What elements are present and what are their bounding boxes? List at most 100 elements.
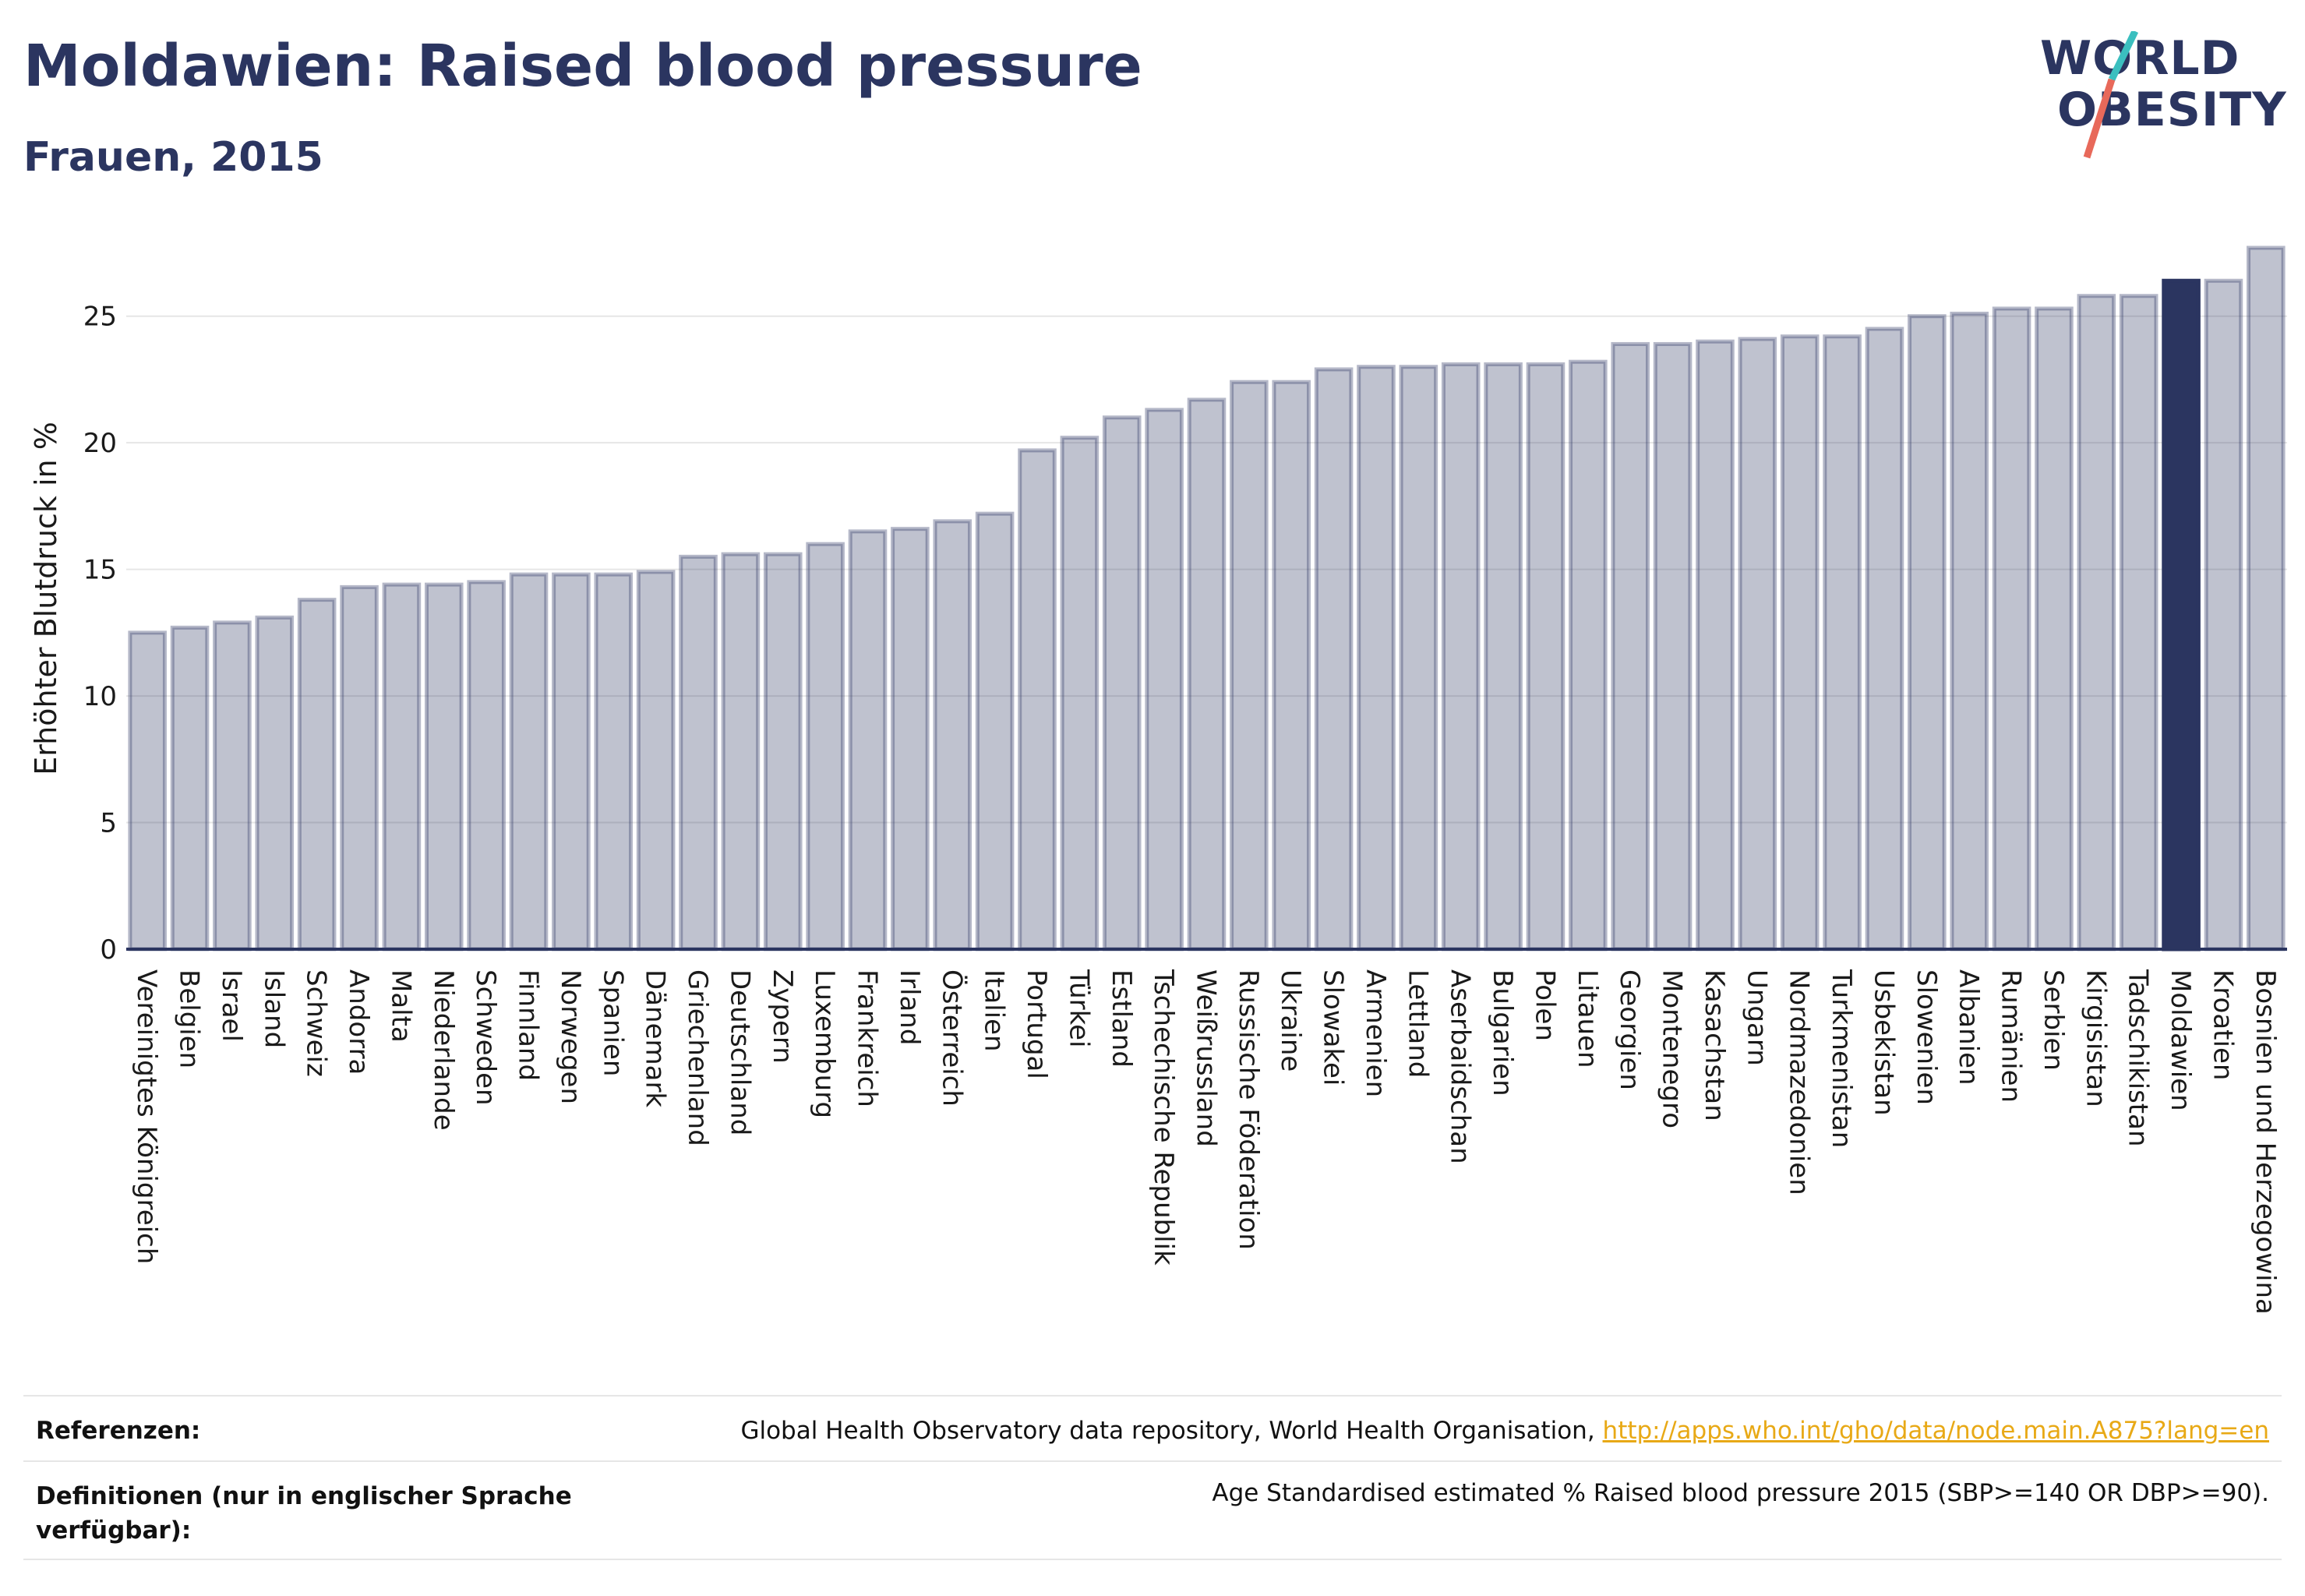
x-tick-label: Rumänien <box>1996 969 2027 1103</box>
x-tick-label: Finnland <box>513 969 544 1081</box>
y-tick-label: 5 <box>100 808 117 839</box>
x-tick-label: Italien <box>979 969 1010 1052</box>
bar <box>1992 306 2031 952</box>
bar <box>1018 448 1057 952</box>
x-tick-label: Schweiz <box>301 969 332 1077</box>
references-text: Global Health Observatory data repositor… <box>740 1417 1603 1445</box>
x-tick-label: Türkei <box>1063 969 1094 1047</box>
x-tick-label: Armenien <box>1360 969 1391 1097</box>
x-tick-label: Turkmenistan <box>1826 969 1857 1148</box>
y-tick-label: 0 <box>100 934 117 966</box>
definitions-label-line-2: verfügbar): <box>36 1517 192 1545</box>
x-tick-label: Nordmazedonien <box>1784 969 1815 1195</box>
bar <box>2162 278 2201 952</box>
x-tick-label: Kirgisistan <box>2080 969 2111 1107</box>
x-tick-label: Griechenland <box>682 969 713 1146</box>
x-tick-label: Lettland <box>1402 969 1433 1078</box>
bar <box>128 630 167 952</box>
x-tick-label: Israel <box>216 969 247 1042</box>
x-tick-label: Kasachstan <box>1699 969 1730 1121</box>
bar <box>975 511 1015 952</box>
x-tick-label: Albanien <box>1953 969 1984 1086</box>
chart-subtitle: Frauen, 2015 <box>23 134 323 181</box>
y-tick-label: 10 <box>83 681 117 712</box>
x-tick-label: Polen <box>1529 969 1560 1041</box>
bar <box>2119 294 2159 952</box>
bar <box>2077 294 2116 952</box>
x-tick-label: Island <box>258 969 289 1048</box>
bar <box>1484 362 1523 952</box>
x-tick-label: Irland <box>894 969 925 1045</box>
bar <box>297 598 337 952</box>
x-tick-label: Portugal <box>1021 969 1052 1079</box>
x-tick-label: Luxemburg <box>809 969 840 1118</box>
logo-line-1: WORLD <box>2040 31 2240 86</box>
bar <box>848 529 888 952</box>
x-tick-label: Zypern <box>767 969 798 1064</box>
x-tick-label: Weißrussland <box>1191 969 1222 1147</box>
footer-divider-middle <box>23 1460 2282 1462</box>
bar <box>1696 339 1735 952</box>
bar <box>1230 380 1269 952</box>
bar <box>425 582 464 952</box>
x-tick-label: Deutschland <box>724 969 755 1135</box>
x-tick-label: Schweden <box>470 969 501 1106</box>
x-tick-label: Ungarn <box>1741 969 1772 1066</box>
bar <box>1950 311 1989 952</box>
bar <box>1823 334 1862 952</box>
bar <box>467 580 506 952</box>
bar <box>1145 408 1184 952</box>
x-tick-label: Serbien <box>2038 969 2069 1071</box>
footer-divider-top <box>23 1395 2282 1396</box>
bar <box>1908 314 1947 952</box>
bar <box>213 620 252 952</box>
bar <box>1738 337 1777 952</box>
x-tick-label: Malta <box>385 969 416 1043</box>
bar <box>255 615 295 952</box>
bar <box>763 552 803 952</box>
x-tick-label: Slowenien <box>1911 969 1942 1105</box>
x-tick-label: Tschechische Republik <box>1148 969 1179 1266</box>
references-link[interactable]: http://apps.who.int/gho/data/node.main.A… <box>1602 1417 2269 1445</box>
x-tick-label: Dänemark <box>640 969 671 1107</box>
bar <box>2204 278 2243 952</box>
world-obesity-logo: WORLD OBESITY <box>2034 31 2291 164</box>
bar <box>679 554 718 952</box>
bar <box>1060 436 1100 952</box>
bar <box>1780 334 1820 952</box>
x-tick-label: Russische Föderation <box>1233 969 1264 1250</box>
references-label: Referenzen: <box>36 1417 201 1445</box>
x-tick-label: Bulgarien <box>1487 969 1518 1096</box>
x-tick-label: Kroatien <box>2207 969 2238 1080</box>
chart-title: Moldawien: Raised blood pressure <box>23 33 1142 100</box>
y-tick-label: 25 <box>83 302 117 333</box>
bar <box>1187 397 1227 952</box>
bar <box>382 582 422 952</box>
bar <box>1314 367 1354 952</box>
x-tick-label: Spanien <box>597 969 628 1076</box>
bar <box>636 570 676 952</box>
bar <box>2247 245 2286 952</box>
bar <box>1441 362 1481 952</box>
logo-slash-icon <box>2083 31 2139 159</box>
x-tick-label: Frankreich <box>852 969 883 1107</box>
x-tick-label: Andorra <box>343 969 374 1075</box>
x-tick-label: Estland <box>1106 969 1137 1068</box>
bar <box>891 527 930 952</box>
x-tick-label: Norwegen <box>555 969 586 1104</box>
bar <box>721 552 761 952</box>
y-axis-label: Erhöhter Blutdruck in % <box>29 422 63 775</box>
x-tick-label: Litauen <box>1572 969 1603 1068</box>
x-tick-label: Belgien <box>174 969 205 1068</box>
x-tick-label: Moldawien <box>2165 969 2196 1111</box>
x-tick-label: Vereinigtes Königreich <box>131 969 162 1264</box>
bar <box>806 542 845 952</box>
bar <box>933 519 972 952</box>
y-tick-label: 20 <box>83 428 117 459</box>
bar <box>1569 359 1608 952</box>
bar <box>2035 306 2074 952</box>
x-tick-label: Usbekistan <box>1868 969 1899 1116</box>
x-tick-label: Aserbaidschan <box>1445 969 1476 1164</box>
bar <box>594 572 634 952</box>
bar <box>170 625 210 952</box>
